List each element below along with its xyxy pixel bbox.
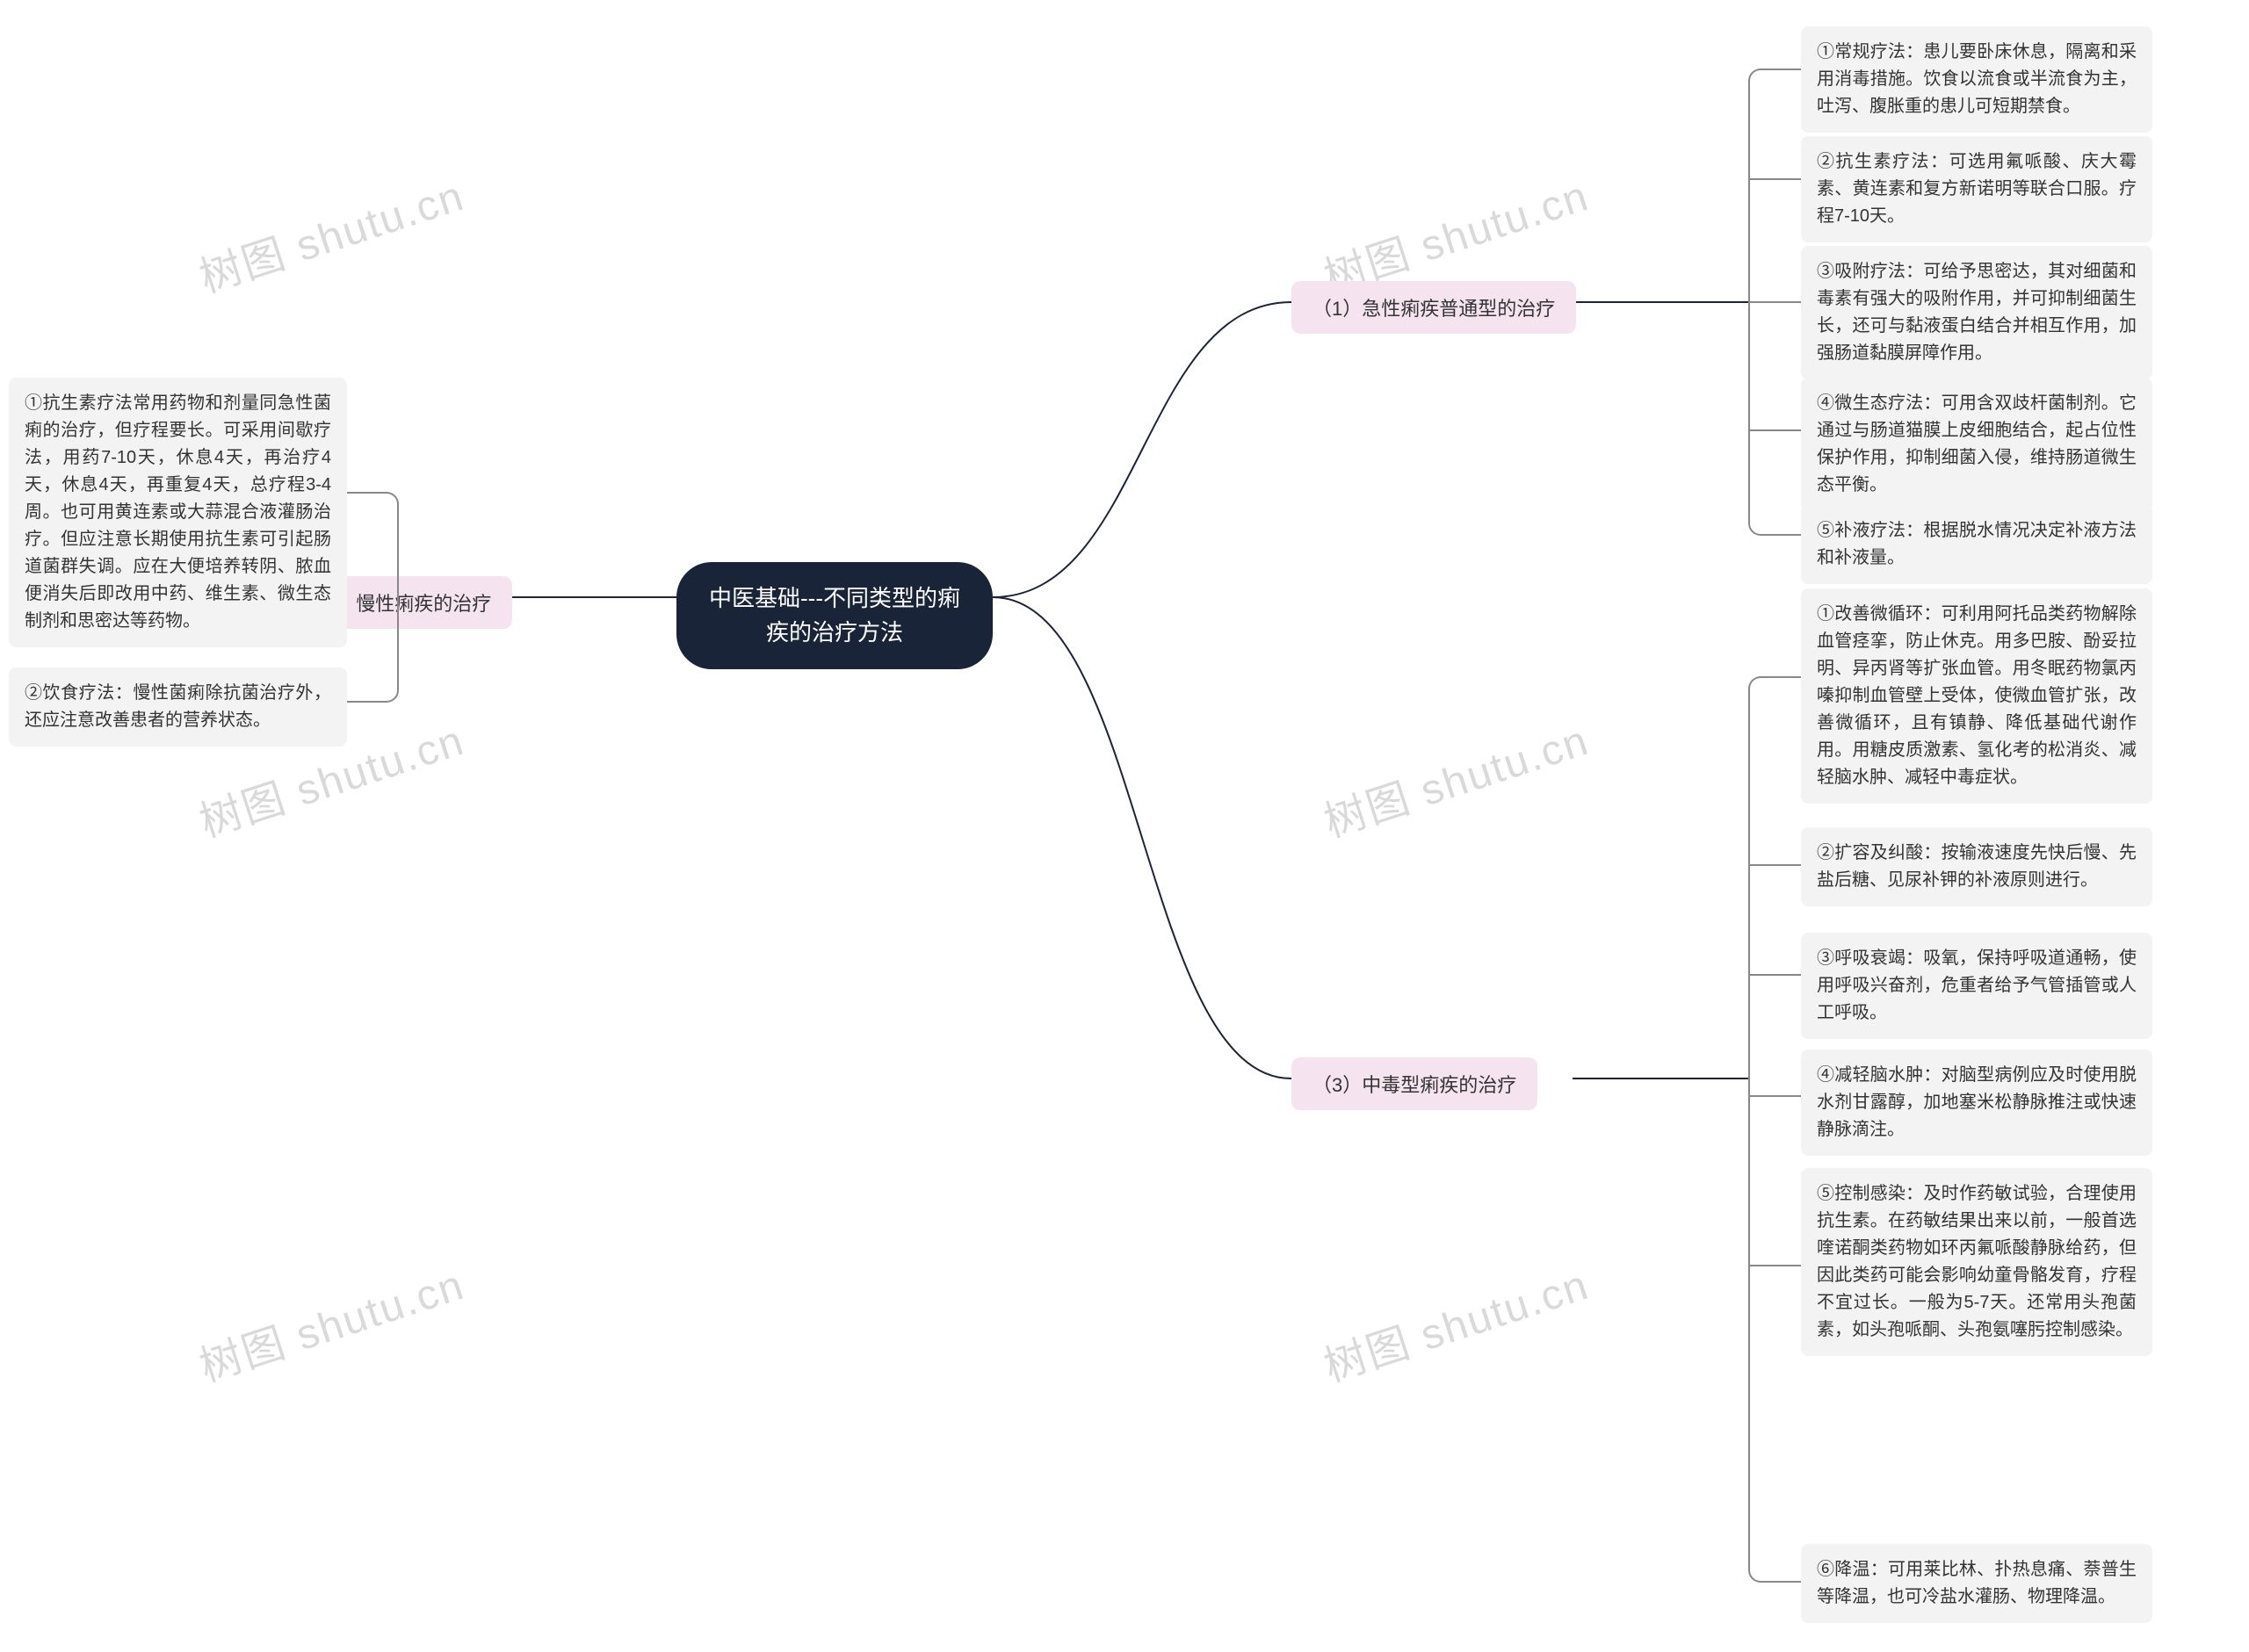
leaf-b1-3: ③吸附疗法：可给予思密达，其对细菌和毒素有强大的吸附作用，并可抑制细菌生长，还可… (1801, 246, 2152, 379)
leaf-b3-4: ④减轻脑水肿：对脑型病例应及时使用脱水剂甘露醇，加地塞米松静脉推注或快速静脉滴注… (1801, 1050, 2152, 1156)
leaf-b1-2: ②抗生素疗法：可选用氟哌酸、庆大霉素、黄连素和复方新诺明等联合口服。疗程7-10… (1801, 136, 2152, 242)
bracket-b3 (1748, 676, 1778, 1583)
leaf-b1-4: ④微生态疗法：可用含双歧杆菌制剂。它通过与肠道猫膜上皮细胞结合，起占位性保护作用… (1801, 378, 2152, 511)
watermark: 树图 shutu.cn (191, 1250, 471, 1393)
root-line1: 中医基础---不同类型的痢 (705, 581, 965, 616)
watermark: 树图 shutu.cn (1315, 705, 1595, 848)
watermark: 树图 shutu.cn (1315, 1250, 1595, 1393)
leaf-b2-2: ②饮食疗法：慢性菌痢除抗菌治疗外，还应注意改善患者的营养状态。 (9, 667, 347, 747)
leaf-b3-1: ①改善微循环：可利用阿托品类药物解除血管痉挛，防止休克。用多巴胺、酚妥拉明、异丙… (1801, 588, 2152, 804)
root-line2: 疾的治疗方法 (705, 616, 965, 650)
leaf-b2-1: ①抗生素疗法常用药物和剂量同急性菌痢的治疗，但疗程要长。可采用间歇疗法，用药7-… (9, 378, 347, 647)
branch-toxic: （3）中毒型痢疾的治疗 (1291, 1057, 1537, 1110)
leaf-b3-2: ②扩容及纠酸：按输液速度先快后慢、先盐后糖、见尿补钾的补液原则进行。 (1801, 827, 2152, 906)
leaf-b1-1: ①常规疗法：患儿要卧床休息，隔离和采用消毒措施。饮食以流食或半流食为主，吐泻、腹… (1801, 26, 2152, 133)
leaf-b3-5: ⑤控制感染：及时作药敏试验，合理使用抗生素。在药敏结果出来以前，一般首选喹诺酮类… (1801, 1168, 2152, 1356)
leaf-b3-3: ③呼吸衰竭：吸氧，保持呼吸道通畅，使用呼吸兴奋剂，危重者给予气管插管或人工呼吸。 (1801, 933, 2152, 1039)
leaf-b3-6: ⑥降温：可用莱比林、扑热息痛、萘普生等降温，也可冷盐水灌肠、物理降温。 (1801, 1544, 2152, 1623)
branch-acute: （1）急性痢疾普通型的治疗 (1291, 281, 1576, 334)
bracket-b2 (369, 492, 399, 703)
root-node: 中医基础---不同类型的痢 疾的治疗方法 (676, 562, 993, 669)
leaf-b1-5: ⑤补液疗法：根据脱水情况决定补液方法和补液量。 (1801, 505, 2152, 584)
watermark: 树图 shutu.cn (191, 161, 471, 304)
